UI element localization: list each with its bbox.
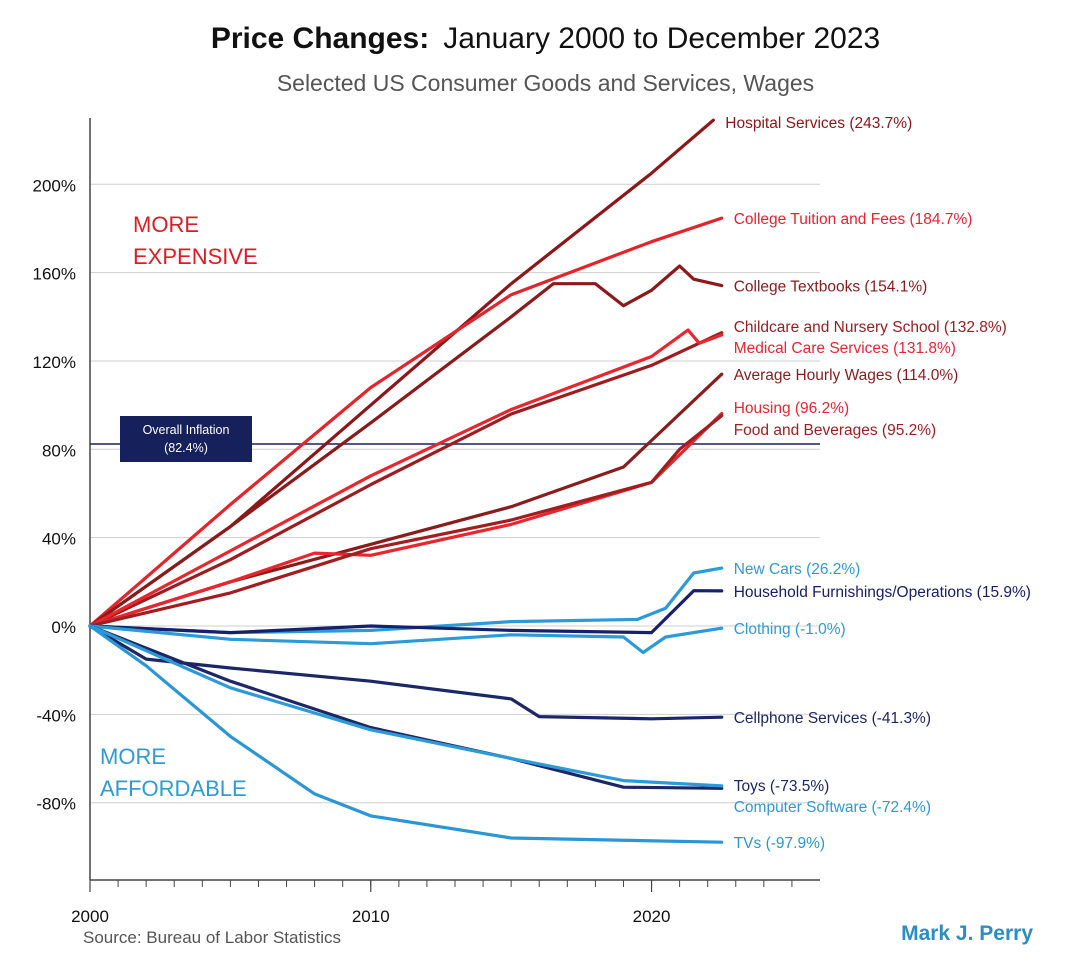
- y-tick-label: 160%: [33, 265, 76, 284]
- overall-inflation-box: [120, 416, 252, 463]
- region-label-more-affordable: AFFORDABLE: [100, 776, 247, 801]
- series-line: [88, 264, 724, 628]
- y-tick-label: 80%: [42, 441, 76, 460]
- y-tick-label: -40%: [36, 706, 76, 725]
- series-line: [88, 372, 724, 628]
- series-line: [88, 624, 724, 790]
- y-tick-label: 200%: [33, 176, 76, 195]
- region-label-more-expensive: EXPENSIVE: [133, 244, 258, 269]
- series-end-label: Cellphone Services (-41.3%): [734, 710, 931, 727]
- series-end-label: Hospital Services (243.7%): [725, 115, 912, 132]
- series-end-label: College Tuition and Fees (184.7%): [734, 211, 973, 228]
- series-line: [88, 589, 724, 635]
- overall-inflation-value: (82.4%): [164, 441, 208, 455]
- series-end-label: Childcare and Nursery School (132.8%): [734, 319, 1007, 336]
- author-credit: Mark J. Perry: [901, 922, 1033, 945]
- series-end-label: Food and Beverages (95.2%): [734, 422, 936, 439]
- series-line: [88, 328, 724, 628]
- series-end-label: New Cars (26.2%): [734, 561, 861, 578]
- series-end-label: Toys (-73.5%): [734, 778, 830, 795]
- series-end-label: Housing (96.2%): [734, 400, 849, 417]
- series-line: [88, 624, 724, 788]
- x-tick-label: 2020: [633, 907, 671, 926]
- y-tick-label: 0%: [51, 618, 76, 637]
- series-line: [88, 624, 724, 721]
- region-label-more-affordable: MORE: [100, 744, 166, 769]
- series-end-label: TVs (-97.9%): [734, 835, 825, 852]
- overall-inflation-label: Overall Inflation: [143, 423, 230, 437]
- series-end-label: College Textbooks (154.1%): [734, 279, 928, 296]
- series-line: [88, 624, 724, 655]
- series-end-label: Computer Software (-72.4%): [734, 799, 931, 816]
- source-note: Source: Bureau of Labor Statistics: [83, 928, 341, 947]
- series-line: [88, 331, 724, 628]
- title-date-range: January 2000 to December 2023: [443, 22, 881, 55]
- region-label-more-expensive: MORE: [133, 212, 199, 237]
- series-line: [88, 414, 724, 628]
- y-tick-label: 120%: [33, 353, 76, 372]
- title-main: Price Changes:: [210, 22, 430, 55]
- x-tick-label: 2010: [352, 907, 390, 926]
- series-end-label: Household Furnishings/Operations (15.9%): [734, 584, 1031, 601]
- y-tick-label: 40%: [42, 530, 76, 549]
- series-line: [88, 216, 724, 628]
- series-end-label: Clothing (-1.0%): [734, 621, 846, 638]
- series-line: [88, 624, 724, 844]
- series-line: [88, 566, 724, 635]
- chart-subtitle: Selected US Consumer Goods and Services,…: [276, 70, 815, 96]
- y-tick-label: -80%: [36, 795, 76, 814]
- x-tick-label: 2000: [71, 907, 109, 926]
- chart-title: Price Changes: January 2000 to December 2…: [0, 22, 1091, 56]
- series-end-label: Medical Care Services (131.8%): [734, 340, 956, 357]
- series-end-label: Average Hourly Wages (114.0%): [734, 367, 959, 384]
